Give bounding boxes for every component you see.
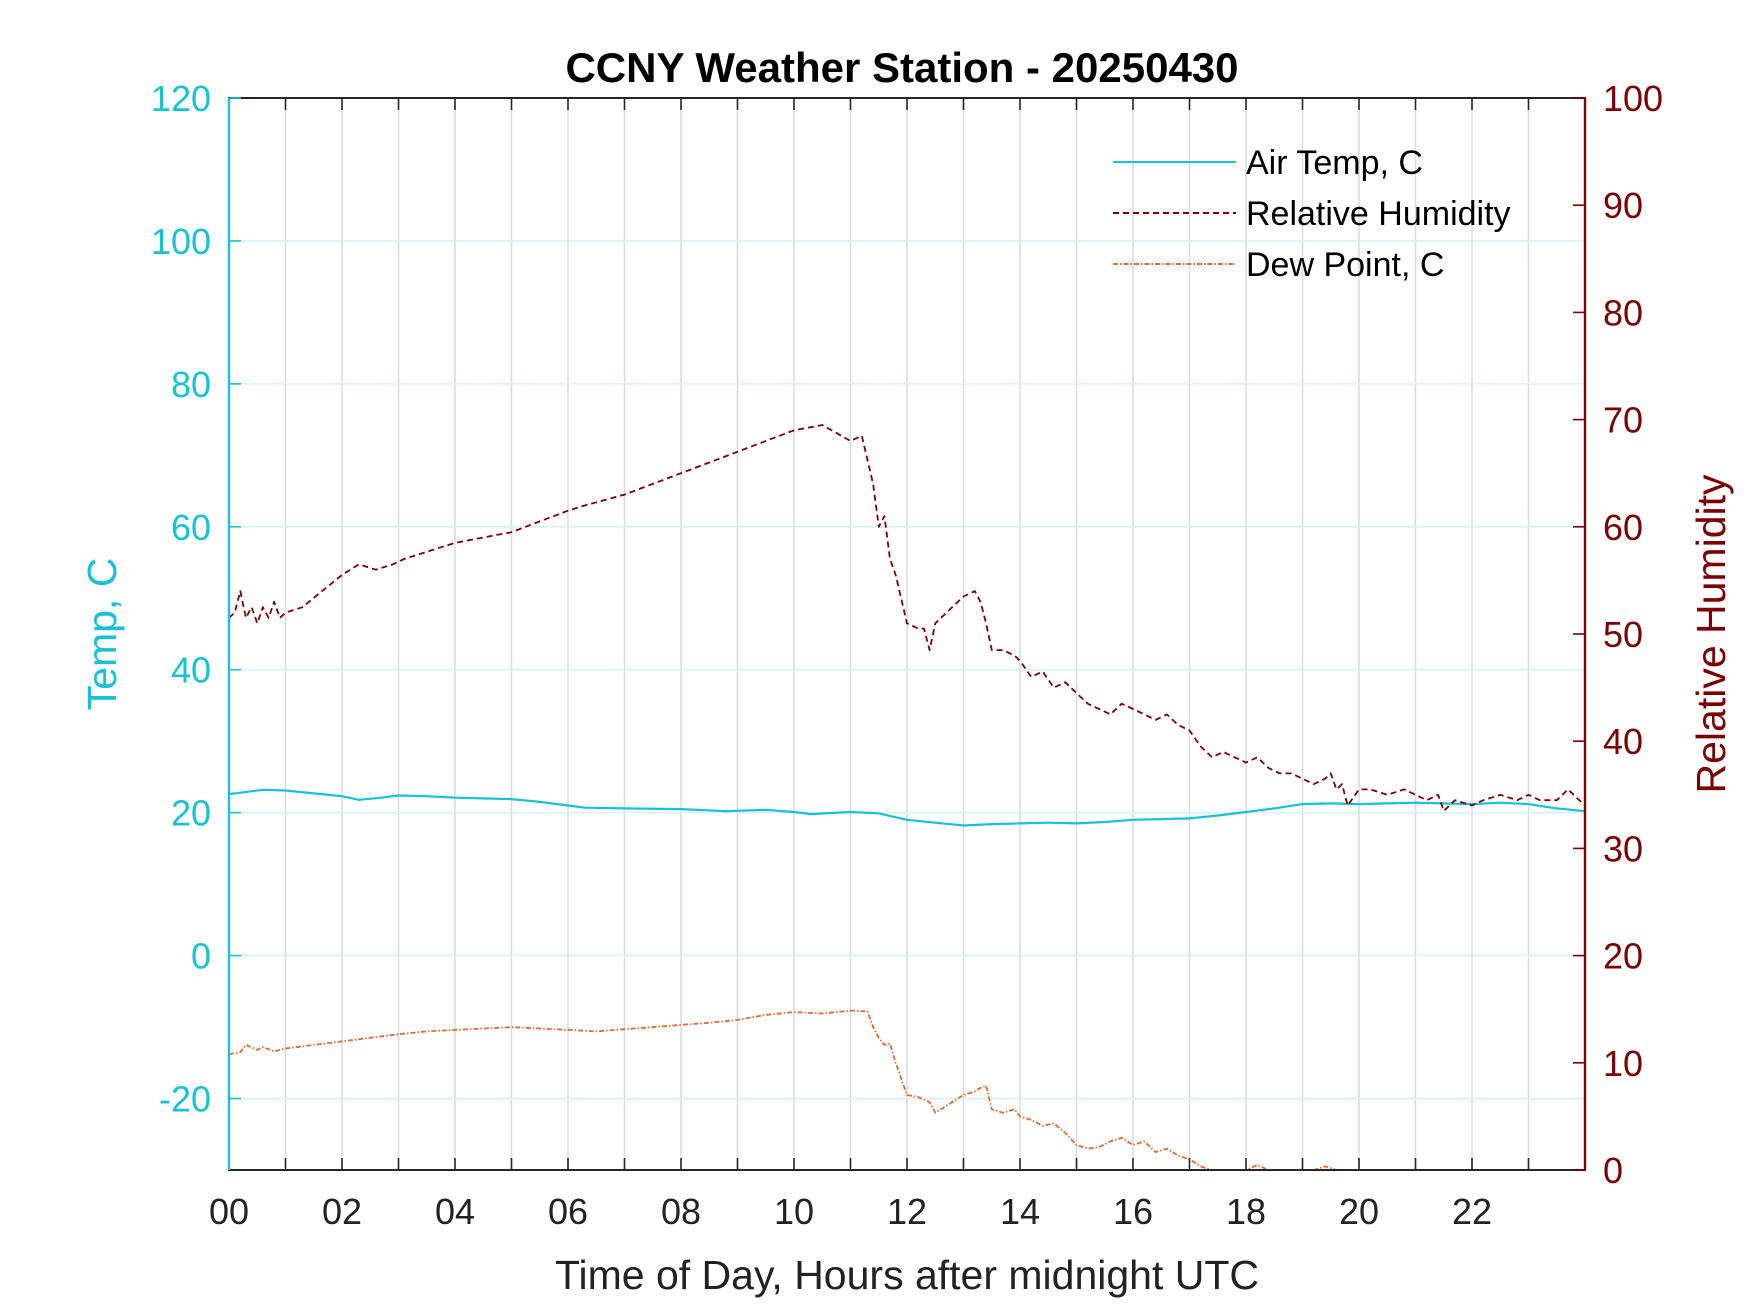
y-right-tick-label: 30	[1603, 828, 1643, 869]
x-tick-label: 02	[322, 1191, 362, 1232]
y-right-tick-label: 80	[1603, 292, 1643, 333]
x-tick-label: 14	[1000, 1191, 1040, 1232]
y-right-tick-label: 60	[1603, 507, 1643, 548]
y-right-tick-label: 100	[1603, 78, 1663, 119]
y-right-tick-label: 50	[1603, 614, 1643, 655]
series-layer	[228, 424, 1586, 1171]
x-tick-label: 16	[1113, 1191, 1153, 1232]
y-right-tick-label: 0	[1603, 1150, 1623, 1191]
y-left-axis-label: Temp, C	[79, 558, 125, 711]
y-left-tick-label: 20	[171, 793, 211, 834]
y-right-axis-label: Relative Humidity	[1688, 474, 1734, 793]
series-line-air-temp	[228, 788, 1586, 827]
series-line-dew-point	[228, 1009, 1427, 1171]
series-line-relative-humidity	[228, 424, 1586, 812]
legend-label: Air Temp, C	[1246, 144, 1423, 182]
y-right-tick-label: 10	[1603, 1043, 1643, 1084]
y-left-tick-label: 100	[151, 221, 211, 262]
grid-layer	[229, 98, 1585, 1170]
x-tick-label: 22	[1452, 1191, 1492, 1232]
y-left-tick-label: 120	[151, 78, 211, 119]
x-tick-label: 12	[887, 1191, 927, 1232]
x-tick-label: 18	[1226, 1191, 1266, 1232]
y-right-tick-label: 90	[1603, 185, 1643, 226]
y-left-tick-label: 60	[171, 507, 211, 548]
x-tick-label: 04	[435, 1191, 475, 1232]
y-right-tick-label: 20	[1603, 936, 1643, 977]
x-tick-label: 00	[209, 1191, 249, 1232]
legend: Air Temp, C Relative Humidity Dew Point, C	[1113, 144, 1511, 284]
x-tick-label: 20	[1339, 1191, 1379, 1232]
x-tick-label: 10	[774, 1191, 814, 1232]
y-right-tick-label: 70	[1603, 400, 1643, 441]
x-axis-label: Time of Day, Hours after midnight UTC	[555, 1252, 1259, 1298]
legend-label: Dew Point, C	[1246, 246, 1444, 284]
y-left-tick-label: -20	[159, 1079, 211, 1120]
x-tick-label: 08	[661, 1191, 701, 1232]
y-left-tick-label: 40	[171, 650, 211, 691]
x-tick-label: 06	[548, 1191, 588, 1232]
axis-layer: 00 02 04 06 08 10 12 14 16 18 20 22120100806040200-…	[151, 78, 1663, 1232]
y-left-tick-label: 80	[171, 364, 211, 405]
chart-title: CCNY Weather Station - 20250430	[565, 44, 1238, 91]
y-right-tick-label: 40	[1603, 721, 1643, 762]
legend-label: Relative Humidity	[1246, 195, 1511, 233]
y-left-tick-label: 0	[191, 936, 211, 977]
